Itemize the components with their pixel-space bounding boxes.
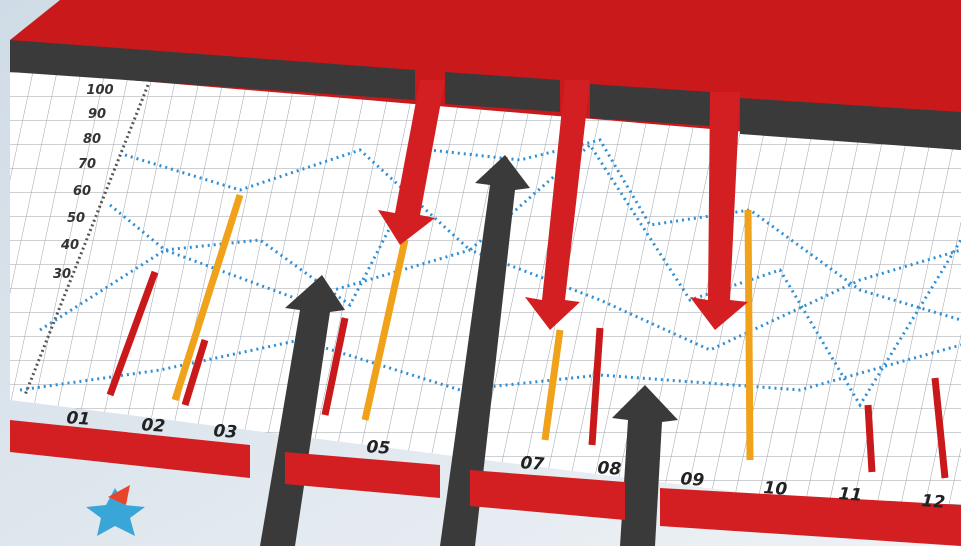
y-tick-label: 100 xyxy=(86,83,113,98)
y-tick-label: 40 xyxy=(60,238,79,253)
x-tick-label: 08 xyxy=(597,458,622,480)
bar-dark xyxy=(10,40,415,100)
axis xyxy=(23,84,150,396)
vertical-bars xyxy=(106,193,949,479)
x-tick-label: 12 xyxy=(921,491,946,513)
x-tick-label: 02 xyxy=(141,415,166,437)
bottom-bars xyxy=(10,420,961,546)
x-tick-label: 11 xyxy=(838,484,863,506)
y-tick-label: 30 xyxy=(53,267,71,282)
x-tick-label: 09 xyxy=(680,469,705,491)
bar-dark xyxy=(590,84,710,126)
y-tick-label: 60 xyxy=(73,184,91,199)
x-tick-label: 03 xyxy=(213,421,238,443)
bar-dark xyxy=(740,98,961,150)
x-tick-label: 01 xyxy=(66,408,91,430)
y-tick-label: 90 xyxy=(88,107,106,122)
y-tick-label: 70 xyxy=(78,157,96,172)
y-tick-label: 50 xyxy=(67,211,85,226)
y-tick-label: 80 xyxy=(83,132,101,147)
down-arrows xyxy=(378,80,748,330)
bar-dark xyxy=(445,72,560,112)
logo xyxy=(86,485,145,536)
x-tick-label: 07 xyxy=(520,453,545,475)
up-arrows xyxy=(260,155,678,546)
dotted-lines xyxy=(19,138,961,408)
x-tick-label: 05 xyxy=(366,437,391,459)
x-tick-label: 10 xyxy=(763,478,788,500)
